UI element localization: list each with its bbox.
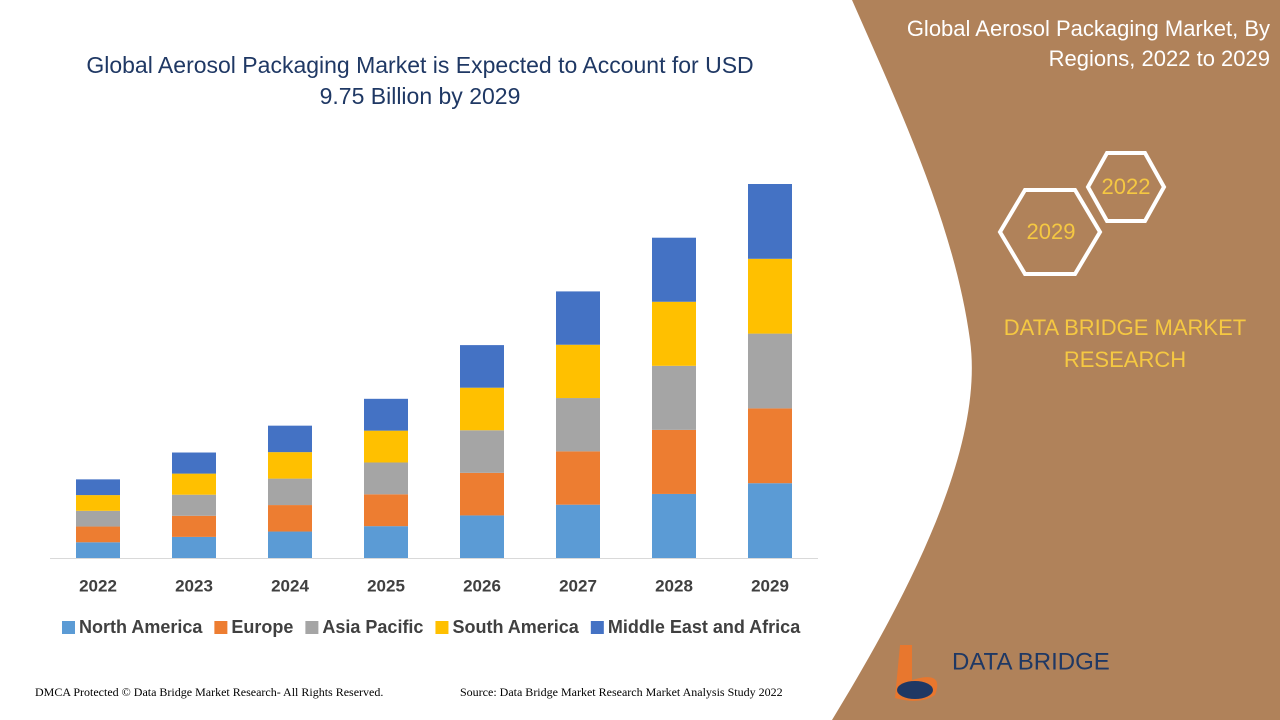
legend-swatch — [62, 621, 75, 634]
legend-swatch — [590, 621, 604, 634]
legend-label: Middle East and Africa — [608, 617, 801, 637]
bar-segment — [748, 333, 792, 409]
bar-segment — [652, 301, 696, 366]
bar-segment — [460, 345, 504, 388]
side-panel — [832, 0, 1280, 720]
bar-segment — [652, 365, 696, 430]
bar-segment — [556, 291, 600, 345]
bar-segment — [652, 493, 696, 558]
panel-title: Global Aerosol Packaging Market, By Regi… — [906, 16, 1270, 71]
logo-text: DATA BRIDGE — [952, 648, 1110, 675]
x-tick-label: 2028 — [655, 576, 693, 595]
bar-segment — [172, 473, 216, 495]
bar-segment — [172, 452, 216, 474]
bar-segment — [364, 430, 408, 463]
hexagon — [1085, 151, 1167, 223]
bar-segment — [748, 184, 792, 259]
bar-segment — [76, 479, 120, 496]
bar-segment — [748, 483, 792, 558]
bar-segment — [556, 398, 600, 452]
legend-label: Asia Pacific — [322, 617, 423, 637]
bar-segment — [172, 536, 216, 558]
hex-label: 2029 — [1027, 219, 1076, 244]
bar-segment — [556, 504, 600, 558]
bar-segment — [460, 472, 504, 516]
bar-segment — [268, 478, 312, 506]
legend-swatch — [305, 621, 319, 634]
bar-segment — [460, 387, 504, 431]
x-tick-label: 2022 — [79, 576, 117, 595]
bar-segment — [748, 258, 792, 334]
hexagon — [997, 188, 1103, 276]
hex-label: 2022 — [1102, 174, 1151, 199]
chart-title: Global Aerosol Packaging Market is Expec… — [86, 52, 754, 109]
x-tick-label: 2026 — [463, 576, 501, 595]
bar-segment — [268, 531, 312, 558]
bar-segment — [556, 344, 600, 399]
bar-segment — [268, 505, 312, 532]
x-tick-label: 2029 — [751, 576, 789, 595]
brand-text: DATA BRIDGE MARKET RESEARCH — [1003, 315, 1247, 372]
x-tick-label: 2027 — [559, 576, 597, 595]
legend-label: South America — [452, 617, 579, 637]
footer-text: Source: Data Bridge Market Research Mark… — [460, 685, 783, 699]
bar-segment — [652, 237, 696, 302]
bar-segment — [652, 429, 696, 494]
legend-label: North America — [79, 617, 203, 637]
bar-segment — [364, 462, 408, 495]
bar-segment — [172, 494, 216, 516]
legend-swatch — [214, 621, 228, 634]
footer-text: DMCA Protected © Data Bridge Market Rese… — [35, 685, 383, 699]
bar-segment — [460, 515, 504, 558]
bar-segment — [748, 408, 792, 484]
bar-segment — [172, 515, 216, 537]
legend-swatch — [435, 621, 449, 634]
bar-segment — [76, 510, 120, 527]
x-tick-label: 2025 — [367, 576, 405, 595]
x-tick-label: 2024 — [271, 576, 309, 595]
bar-segment — [364, 526, 408, 558]
bar-segment — [364, 398, 408, 431]
bar-segment — [556, 451, 600, 505]
bar-segment — [76, 542, 120, 558]
logo-icon — [897, 681, 933, 699]
bar-segment — [76, 526, 120, 543]
bar-segment — [460, 430, 504, 473]
bar-segment — [76, 495, 120, 511]
bar-segment — [268, 452, 312, 479]
legend-label: Europe — [231, 617, 293, 637]
bar-segment — [268, 425, 312, 453]
bar-segment — [364, 494, 408, 527]
x-tick-label: 2023 — [175, 576, 213, 595]
